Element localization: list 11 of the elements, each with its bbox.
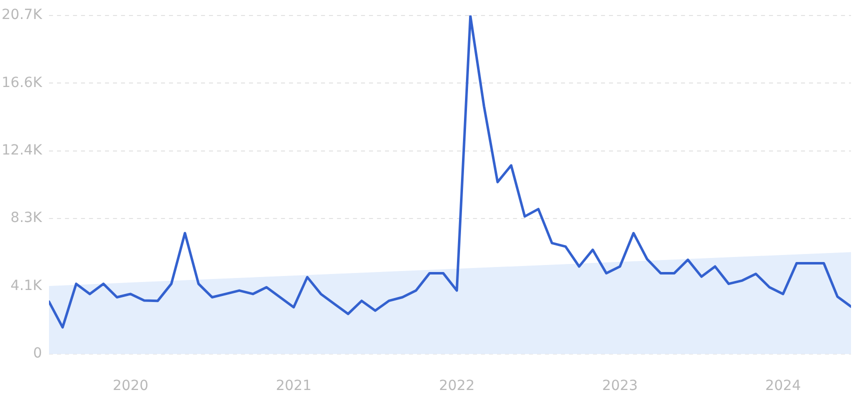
y-tick-label: 8.3K [10, 210, 43, 226]
x-tick-label: 2020 [112, 378, 148, 394]
y-tick-label: 20.7K [2, 7, 43, 24]
y-tick-label: 0 [33, 346, 42, 362]
x-tick-label: 2021 [276, 378, 312, 394]
y-tick-label: 16.6K [2, 74, 43, 91]
x-tick-label: 2022 [438, 378, 475, 394]
x-tick-label: 2023 [602, 378, 638, 394]
y-tick-label: 12.4K [2, 142, 43, 158]
y-tick-label: 4.1K [10, 278, 43, 294]
x-tick-label: 2024 [765, 378, 801, 394]
